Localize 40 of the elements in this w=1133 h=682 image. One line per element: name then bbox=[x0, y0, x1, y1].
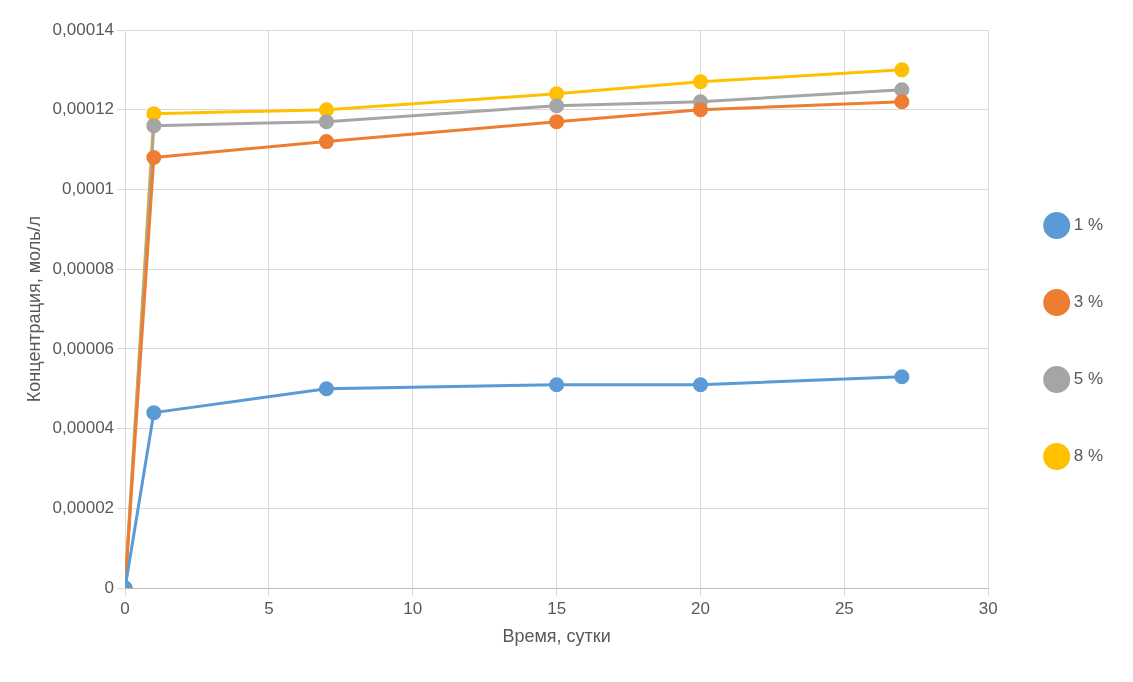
point bbox=[549, 98, 565, 114]
legend-label: 3 % bbox=[1073, 292, 1103, 312]
x-tick-label: 0 bbox=[120, 598, 130, 618]
x-axis-title: Время, сутки bbox=[502, 626, 611, 647]
legend-label: 5 % bbox=[1073, 369, 1103, 389]
point bbox=[318, 114, 334, 130]
point bbox=[146, 106, 162, 122]
point bbox=[549, 86, 565, 102]
legend-label: 8 % bbox=[1073, 446, 1103, 466]
point bbox=[318, 102, 334, 118]
x-tick-label: 25 bbox=[834, 598, 854, 618]
y-tick-label: 0,00006 bbox=[52, 338, 115, 358]
x-tick-label: 10 bbox=[403, 598, 423, 618]
y-tick-label: 0,00002 bbox=[52, 497, 115, 517]
y-axis-title: Концентрация, моль/л bbox=[23, 215, 44, 403]
point bbox=[549, 114, 565, 130]
point bbox=[894, 369, 910, 385]
y-tick-label: 0 bbox=[104, 577, 115, 597]
y-tick-label: 0,00012 bbox=[52, 99, 115, 119]
y-tick-label: 0,0001 bbox=[62, 179, 115, 199]
y-tick-label: 0,00004 bbox=[52, 418, 115, 438]
point bbox=[894, 82, 910, 98]
x-tick-label: 30 bbox=[978, 598, 998, 618]
point bbox=[692, 377, 708, 393]
point bbox=[146, 405, 162, 421]
point bbox=[318, 381, 334, 397]
x-tick-label: 15 bbox=[547, 598, 567, 618]
point bbox=[146, 150, 162, 166]
point bbox=[549, 377, 565, 393]
point bbox=[894, 62, 910, 78]
point bbox=[146, 118, 162, 134]
y-tick-label: 0,00014 bbox=[52, 19, 115, 39]
x-tick-label: 5 bbox=[264, 598, 274, 618]
point bbox=[318, 134, 334, 150]
point bbox=[692, 102, 708, 118]
point bbox=[894, 94, 910, 110]
point bbox=[692, 74, 708, 90]
x-tick-label: 20 bbox=[691, 598, 710, 618]
y-tick-label: 0,00008 bbox=[52, 258, 115, 278]
legend-label: 1 % bbox=[1073, 215, 1103, 235]
